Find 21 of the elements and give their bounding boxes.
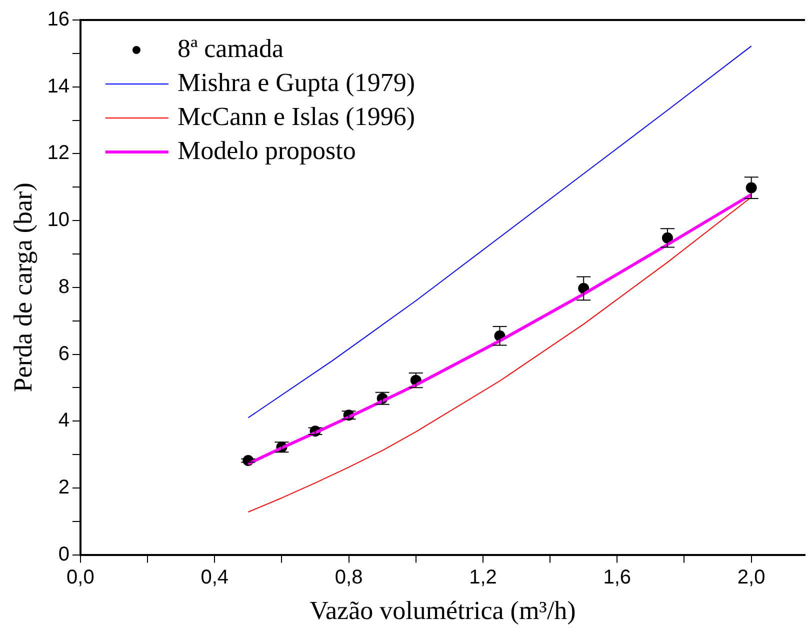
y-tick-label: 8 [58, 276, 70, 298]
x-axis-title: Vazão volumétrica (m³/h) [310, 596, 576, 626]
y-tick-label: 10 [47, 209, 70, 232]
x-tick-label: 0,0 [66, 566, 94, 588]
x-tick-label: 1,6 [603, 566, 632, 588]
y-tick-label: 12 [47, 142, 70, 164]
legend-label: Mishra e Gupta (1979) [177, 68, 416, 97]
legend-label: Modelo proposto [177, 136, 356, 165]
x-tick-label: 0,8 [334, 566, 363, 588]
y-tick-label: 14 [47, 75, 70, 98]
y-tick-label: 0 [58, 543, 70, 566]
y-tick-label: 4 [58, 410, 70, 432]
y-axis-title: Perda de carga (bar) [8, 182, 38, 392]
x-tick-label: 1,2 [469, 566, 497, 588]
y-tick-label: 6 [58, 342, 70, 365]
legend-label: 8ª camada [177, 34, 284, 63]
y-tick-label: 16 [47, 8, 70, 31]
x-tick-label: 2,0 [737, 566, 766, 588]
x-tick-label: 0,4 [200, 566, 229, 588]
y-tick-label: 2 [58, 476, 70, 498]
legend-label: McCann e Islas (1996) [177, 102, 416, 131]
